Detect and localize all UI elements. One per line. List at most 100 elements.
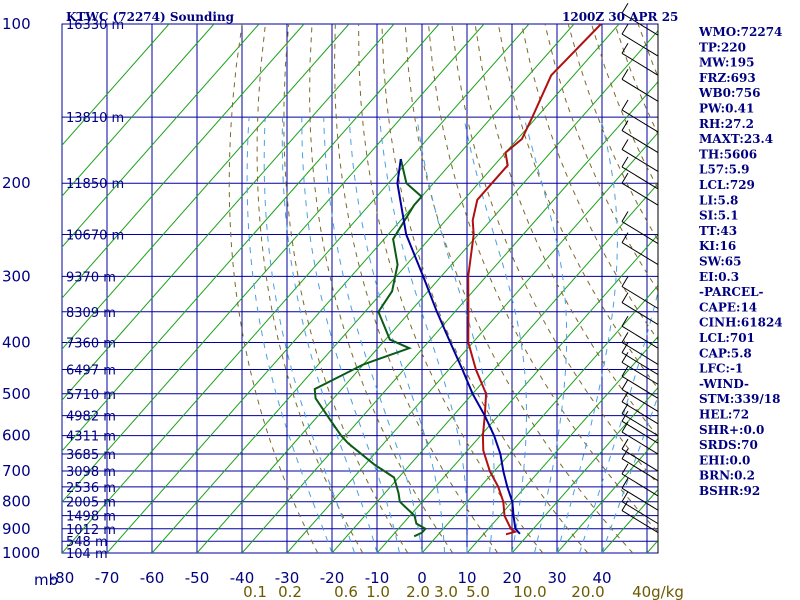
dry-adiabat	[358, 24, 544, 553]
wind-barb-feather	[621, 120, 629, 131]
wind-barb	[621, 78, 659, 102]
wind-barb-feather	[621, 211, 629, 222]
dry-adiabat	[228, 24, 319, 553]
wind-barb	[621, 109, 659, 133]
isotherm	[106, 24, 575, 553]
wind-barb-feather	[621, 491, 629, 502]
wind-barb	[621, 149, 659, 172]
height-label: 7360 m	[66, 336, 116, 351]
index-line: MAXT:23.4	[699, 132, 773, 146]
dry-adiabat	[333, 24, 499, 553]
height-label: 6497 m	[66, 364, 116, 379]
height-label: 4311 m	[66, 430, 116, 445]
height-label: 9370 m	[66, 270, 116, 285]
index-line: TT:43	[699, 224, 737, 238]
index-line: CAP:5.8	[699, 346, 752, 360]
index-line: LCL:729	[699, 178, 755, 192]
index-line: L57:5.9	[699, 163, 749, 177]
index-line: CAPE:14	[699, 300, 757, 314]
temperature-tick-label: -70	[95, 569, 120, 587]
isotherm	[62, 24, 350, 350]
height-label: 4982 m	[66, 410, 116, 425]
moist-adiabat	[379, 117, 468, 553]
height-label: 1498 m	[66, 510, 116, 525]
mixing-ratio-label: 0.6	[334, 583, 358, 600]
index-line: -WIND-	[699, 377, 749, 391]
temperature-tick-label: 0	[417, 569, 427, 587]
index-line: WMO:72274	[698, 25, 782, 39]
station-title: KTWC (72274) Sounding	[66, 10, 235, 24]
profiles	[313, 24, 602, 538]
dry-adiabat	[283, 24, 409, 553]
dry-adiabat	[309, 24, 454, 553]
isotherm	[376, 233, 658, 553]
height-label: 11850 m	[66, 177, 124, 192]
dry-adiabat	[256, 24, 364, 553]
mixing-ratio-label: 10.0	[513, 583, 546, 600]
height-label: 2536 m	[66, 481, 116, 496]
pressure-tick-label: 700	[2, 462, 31, 480]
mixing-ratio-label: 0.1	[243, 583, 267, 600]
isotherm	[241, 81, 658, 553]
dry-adiabat	[451, 24, 658, 485]
temperature-tick-label: 40	[592, 569, 611, 587]
wind-barb	[621, 221, 659, 244]
wind-barb-feather	[621, 500, 629, 511]
pressure-tick-label: 600	[2, 427, 31, 445]
sounding-time: 1200Z 30 APR 25	[562, 10, 678, 24]
wind-barb-feather	[621, 315, 629, 327]
wind-barb-feather	[621, 232, 629, 243]
index-line: BRN:0.2	[699, 469, 755, 483]
wind-barb	[621, 302, 659, 326]
wind-barb	[621, 413, 659, 437]
index-line: BSHR:92	[699, 484, 760, 498]
isotherm	[556, 437, 658, 553]
isotherm	[151, 24, 620, 553]
index-line: CINH:61824	[699, 316, 783, 330]
index-line: SI:5.1	[699, 209, 739, 223]
wind-barb	[621, 341, 659, 365]
temperature-tick-label: -80	[50, 569, 75, 587]
wind-barb	[621, 325, 659, 349]
wind-barb	[621, 166, 659, 190]
isotherm	[421, 284, 658, 553]
wind-barb-feather	[621, 332, 629, 343]
wind-barb	[621, 352, 659, 376]
wind-barb-feather	[621, 156, 629, 168]
wind-barb	[621, 130, 659, 153]
wind-barb-feather	[621, 463, 629, 475]
moist-adiabat	[523, 117, 568, 553]
wind-barb-feather	[621, 99, 629, 111]
moist-adiabat	[246, 117, 333, 553]
mixing-ratio-label: 20.0	[571, 583, 604, 600]
isotherm	[466, 335, 658, 553]
temperature-tick-label: -30	[275, 569, 300, 587]
wind-barb-feather	[621, 69, 629, 80]
wind-barb-feather	[621, 342, 629, 353]
isotherm	[62, 24, 260, 248]
isotherm	[286, 131, 658, 553]
wind-barb	[621, 286, 659, 309]
wind-barb-feather	[621, 477, 629, 489]
height-label: 13810 m	[66, 111, 124, 126]
height-label: 5710 m	[66, 388, 116, 403]
wind-barb	[621, 33, 659, 57]
wind-barb-feather	[621, 139, 629, 150]
wind-barb-feather	[621, 172, 629, 184]
isotherm	[62, 24, 440, 452]
index-line: EI:0.3	[699, 270, 739, 284]
temperature-tick-label: 10	[457, 569, 476, 587]
pressure-tick-label: 100	[2, 15, 31, 33]
wind-barb	[621, 389, 659, 412]
wind-barb	[621, 510, 659, 534]
wind-barb-feather	[621, 292, 629, 303]
height-label: 104 m	[66, 547, 108, 562]
wind-barb	[621, 473, 659, 497]
moist-adiabat	[348, 117, 445, 553]
isotherm	[62, 24, 395, 401]
isotherm	[331, 182, 658, 553]
isotherm	[196, 30, 658, 553]
index-line: RH:27.2	[699, 117, 754, 131]
index-line: STM:339/18	[699, 392, 780, 406]
